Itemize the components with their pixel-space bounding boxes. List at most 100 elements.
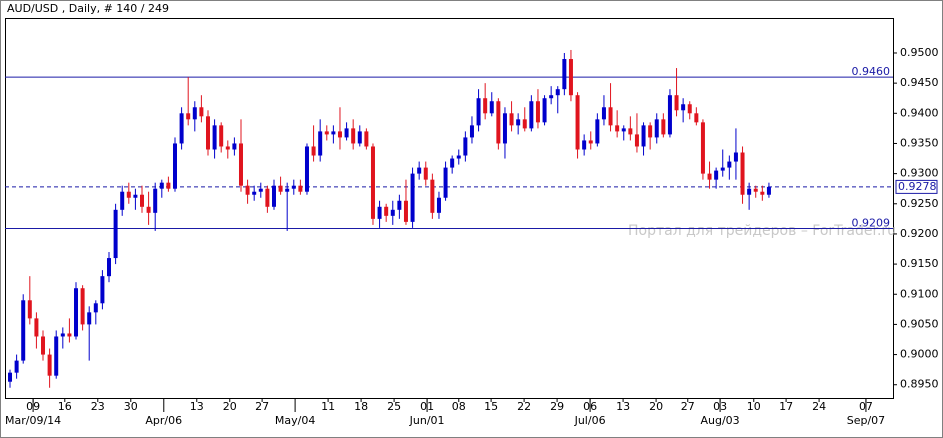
candle-body bbox=[212, 125, 217, 150]
x-tick-label: 22 bbox=[517, 400, 531, 413]
y-tick-label: 0.9300 bbox=[900, 167, 939, 180]
candle-body bbox=[641, 125, 646, 147]
candle-body bbox=[403, 200, 408, 222]
candle-body bbox=[601, 107, 606, 120]
candle-body bbox=[298, 185, 303, 192]
candle-body bbox=[582, 140, 587, 150]
candle-body bbox=[21, 300, 26, 361]
candle-body bbox=[153, 188, 158, 213]
candle-body bbox=[694, 113, 699, 123]
candle-body bbox=[714, 170, 719, 180]
x-tick-label: 17 bbox=[779, 400, 793, 413]
candle-body bbox=[27, 300, 32, 319]
candle-body bbox=[417, 167, 422, 174]
candle-body bbox=[205, 116, 210, 150]
y-tick-label: 0.9500 bbox=[900, 46, 939, 59]
candle-body bbox=[687, 104, 692, 114]
candle-body bbox=[93, 303, 98, 313]
candle-body bbox=[430, 179, 435, 213]
candle-body bbox=[199, 107, 204, 117]
candle-body bbox=[285, 188, 290, 192]
y-tick-label: 0.9150 bbox=[900, 257, 939, 270]
candle-body bbox=[555, 89, 560, 96]
candle-body bbox=[304, 146, 309, 192]
month-tick-label: Aug/03 bbox=[701, 414, 740, 427]
y-tick-label: 0.9350 bbox=[900, 136, 939, 149]
candle-body bbox=[476, 98, 481, 126]
current-price-label: 0.9278 bbox=[898, 180, 937, 193]
candle-body bbox=[469, 125, 474, 138]
candle-body bbox=[107, 258, 112, 277]
level-label: 0.9209 bbox=[852, 217, 891, 230]
current-price-box bbox=[895, 179, 938, 194]
y-tick-label: 0.9000 bbox=[900, 348, 939, 361]
candle-body bbox=[172, 143, 177, 189]
candle-body bbox=[258, 188, 263, 192]
candle-body bbox=[502, 113, 507, 144]
month-tick-label: Mar/09/14 bbox=[5, 414, 61, 427]
candle-body bbox=[179, 113, 184, 144]
candle-body bbox=[674, 95, 679, 111]
candle-body bbox=[760, 191, 765, 195]
candle-body bbox=[238, 143, 243, 186]
candle-body bbox=[370, 146, 375, 219]
candle-body bbox=[331, 131, 336, 135]
candle-body bbox=[245, 185, 250, 195]
candle-body bbox=[562, 59, 567, 90]
candle-body bbox=[489, 101, 494, 114]
y-tick-label: 0.9250 bbox=[900, 197, 939, 210]
x-tick-label: 10 bbox=[747, 400, 761, 413]
x-tick-label: 18 bbox=[354, 400, 368, 413]
x-tick-label: 20 bbox=[223, 400, 237, 413]
candle-body bbox=[522, 119, 527, 129]
month-tick-label: Sep/07 bbox=[847, 414, 885, 427]
candle-body bbox=[74, 288, 79, 337]
month-tick-label: Jun/01 bbox=[409, 414, 445, 427]
y-tick-label: 0.9050 bbox=[900, 317, 939, 330]
candle-body bbox=[463, 137, 468, 156]
candle-body bbox=[615, 125, 620, 132]
candle-body bbox=[166, 182, 171, 189]
candle-body bbox=[291, 185, 296, 189]
y-tick-label: 0.9200 bbox=[900, 227, 939, 240]
watermark: Портал для трейдеров – ForTrader.ru bbox=[628, 223, 896, 239]
x-tick-label: 15 bbox=[484, 400, 498, 413]
candle-body bbox=[661, 119, 666, 135]
candle-body bbox=[747, 188, 752, 195]
candle-body bbox=[443, 167, 448, 198]
candle-body bbox=[140, 194, 145, 207]
candle-body bbox=[232, 143, 237, 150]
chart-title: AUD/USD , Daily, # 140 / 249 bbox=[7, 2, 169, 15]
candle-body bbox=[344, 128, 349, 138]
x-tick-label: 24 bbox=[812, 400, 826, 413]
candle-body bbox=[575, 95, 580, 150]
candle-body bbox=[608, 107, 613, 126]
candle-body bbox=[628, 128, 633, 135]
candle-body bbox=[8, 372, 13, 382]
level-label: 0.9460 bbox=[852, 65, 891, 78]
candle-body bbox=[766, 186, 771, 195]
candle-body bbox=[595, 119, 600, 144]
candle-body bbox=[357, 131, 362, 144]
candle-body bbox=[252, 191, 257, 195]
candle-body bbox=[681, 104, 686, 111]
candle-body bbox=[509, 113, 514, 126]
candle-body bbox=[733, 152, 738, 162]
candle-body bbox=[740, 152, 745, 195]
candle-body bbox=[265, 188, 270, 207]
candle-body bbox=[667, 95, 672, 135]
candle-body bbox=[648, 125, 653, 138]
x-tick-label: 08 bbox=[452, 400, 466, 413]
x-tick-label: 13 bbox=[190, 400, 204, 413]
candle-body bbox=[100, 276, 105, 304]
candle-body bbox=[80, 288, 85, 325]
candle-body bbox=[364, 131, 369, 147]
candle-body bbox=[192, 107, 197, 120]
y-tick-label: 0.9450 bbox=[900, 76, 939, 89]
candle-body bbox=[516, 119, 521, 126]
candle-body bbox=[186, 113, 191, 120]
candle-body bbox=[278, 185, 283, 192]
candle-body bbox=[219, 125, 224, 147]
